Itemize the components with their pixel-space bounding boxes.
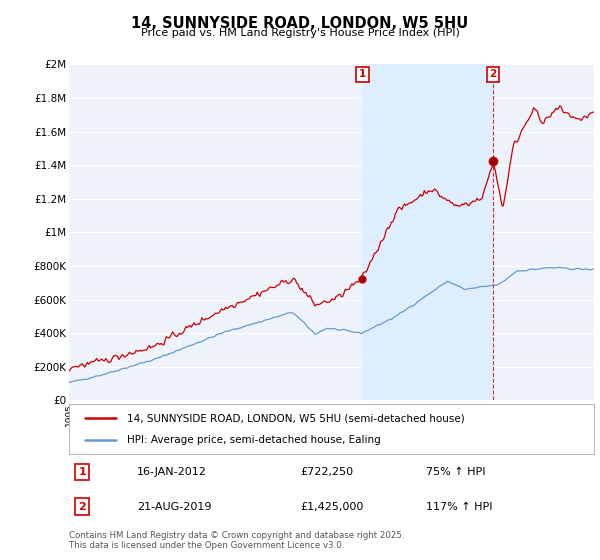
Text: £722,250: £722,250 [300,467,353,477]
Text: HPI: Average price, semi-detached house, Ealing: HPI: Average price, semi-detached house,… [127,435,380,445]
Text: 75% ↑ HPI: 75% ↑ HPI [426,467,485,477]
Text: 21-AUG-2019: 21-AUG-2019 [137,502,212,512]
Text: 117% ↑ HPI: 117% ↑ HPI [426,502,493,512]
Text: 1: 1 [78,467,86,477]
Text: 2: 2 [78,502,86,512]
Bar [362,64,493,400]
Text: 1: 1 [359,69,366,80]
Text: 14, SUNNYSIDE ROAD, LONDON, W5 5HU: 14, SUNNYSIDE ROAD, LONDON, W5 5HU [131,16,469,31]
Text: £1,425,000: £1,425,000 [300,502,364,512]
Text: Price paid vs. HM Land Registry's House Price Index (HPI): Price paid vs. HM Land Registry's House … [140,28,460,38]
Text: Contains HM Land Registry data © Crown copyright and database right 2025.
This d: Contains HM Land Registry data © Crown c… [69,530,404,550]
Text: 2: 2 [490,69,497,80]
Text: 16-JAN-2012: 16-JAN-2012 [137,467,207,477]
Text: 14, SUNNYSIDE ROAD, LONDON, W5 5HU (semi-detached house): 14, SUNNYSIDE ROAD, LONDON, W5 5HU (semi… [127,413,464,423]
